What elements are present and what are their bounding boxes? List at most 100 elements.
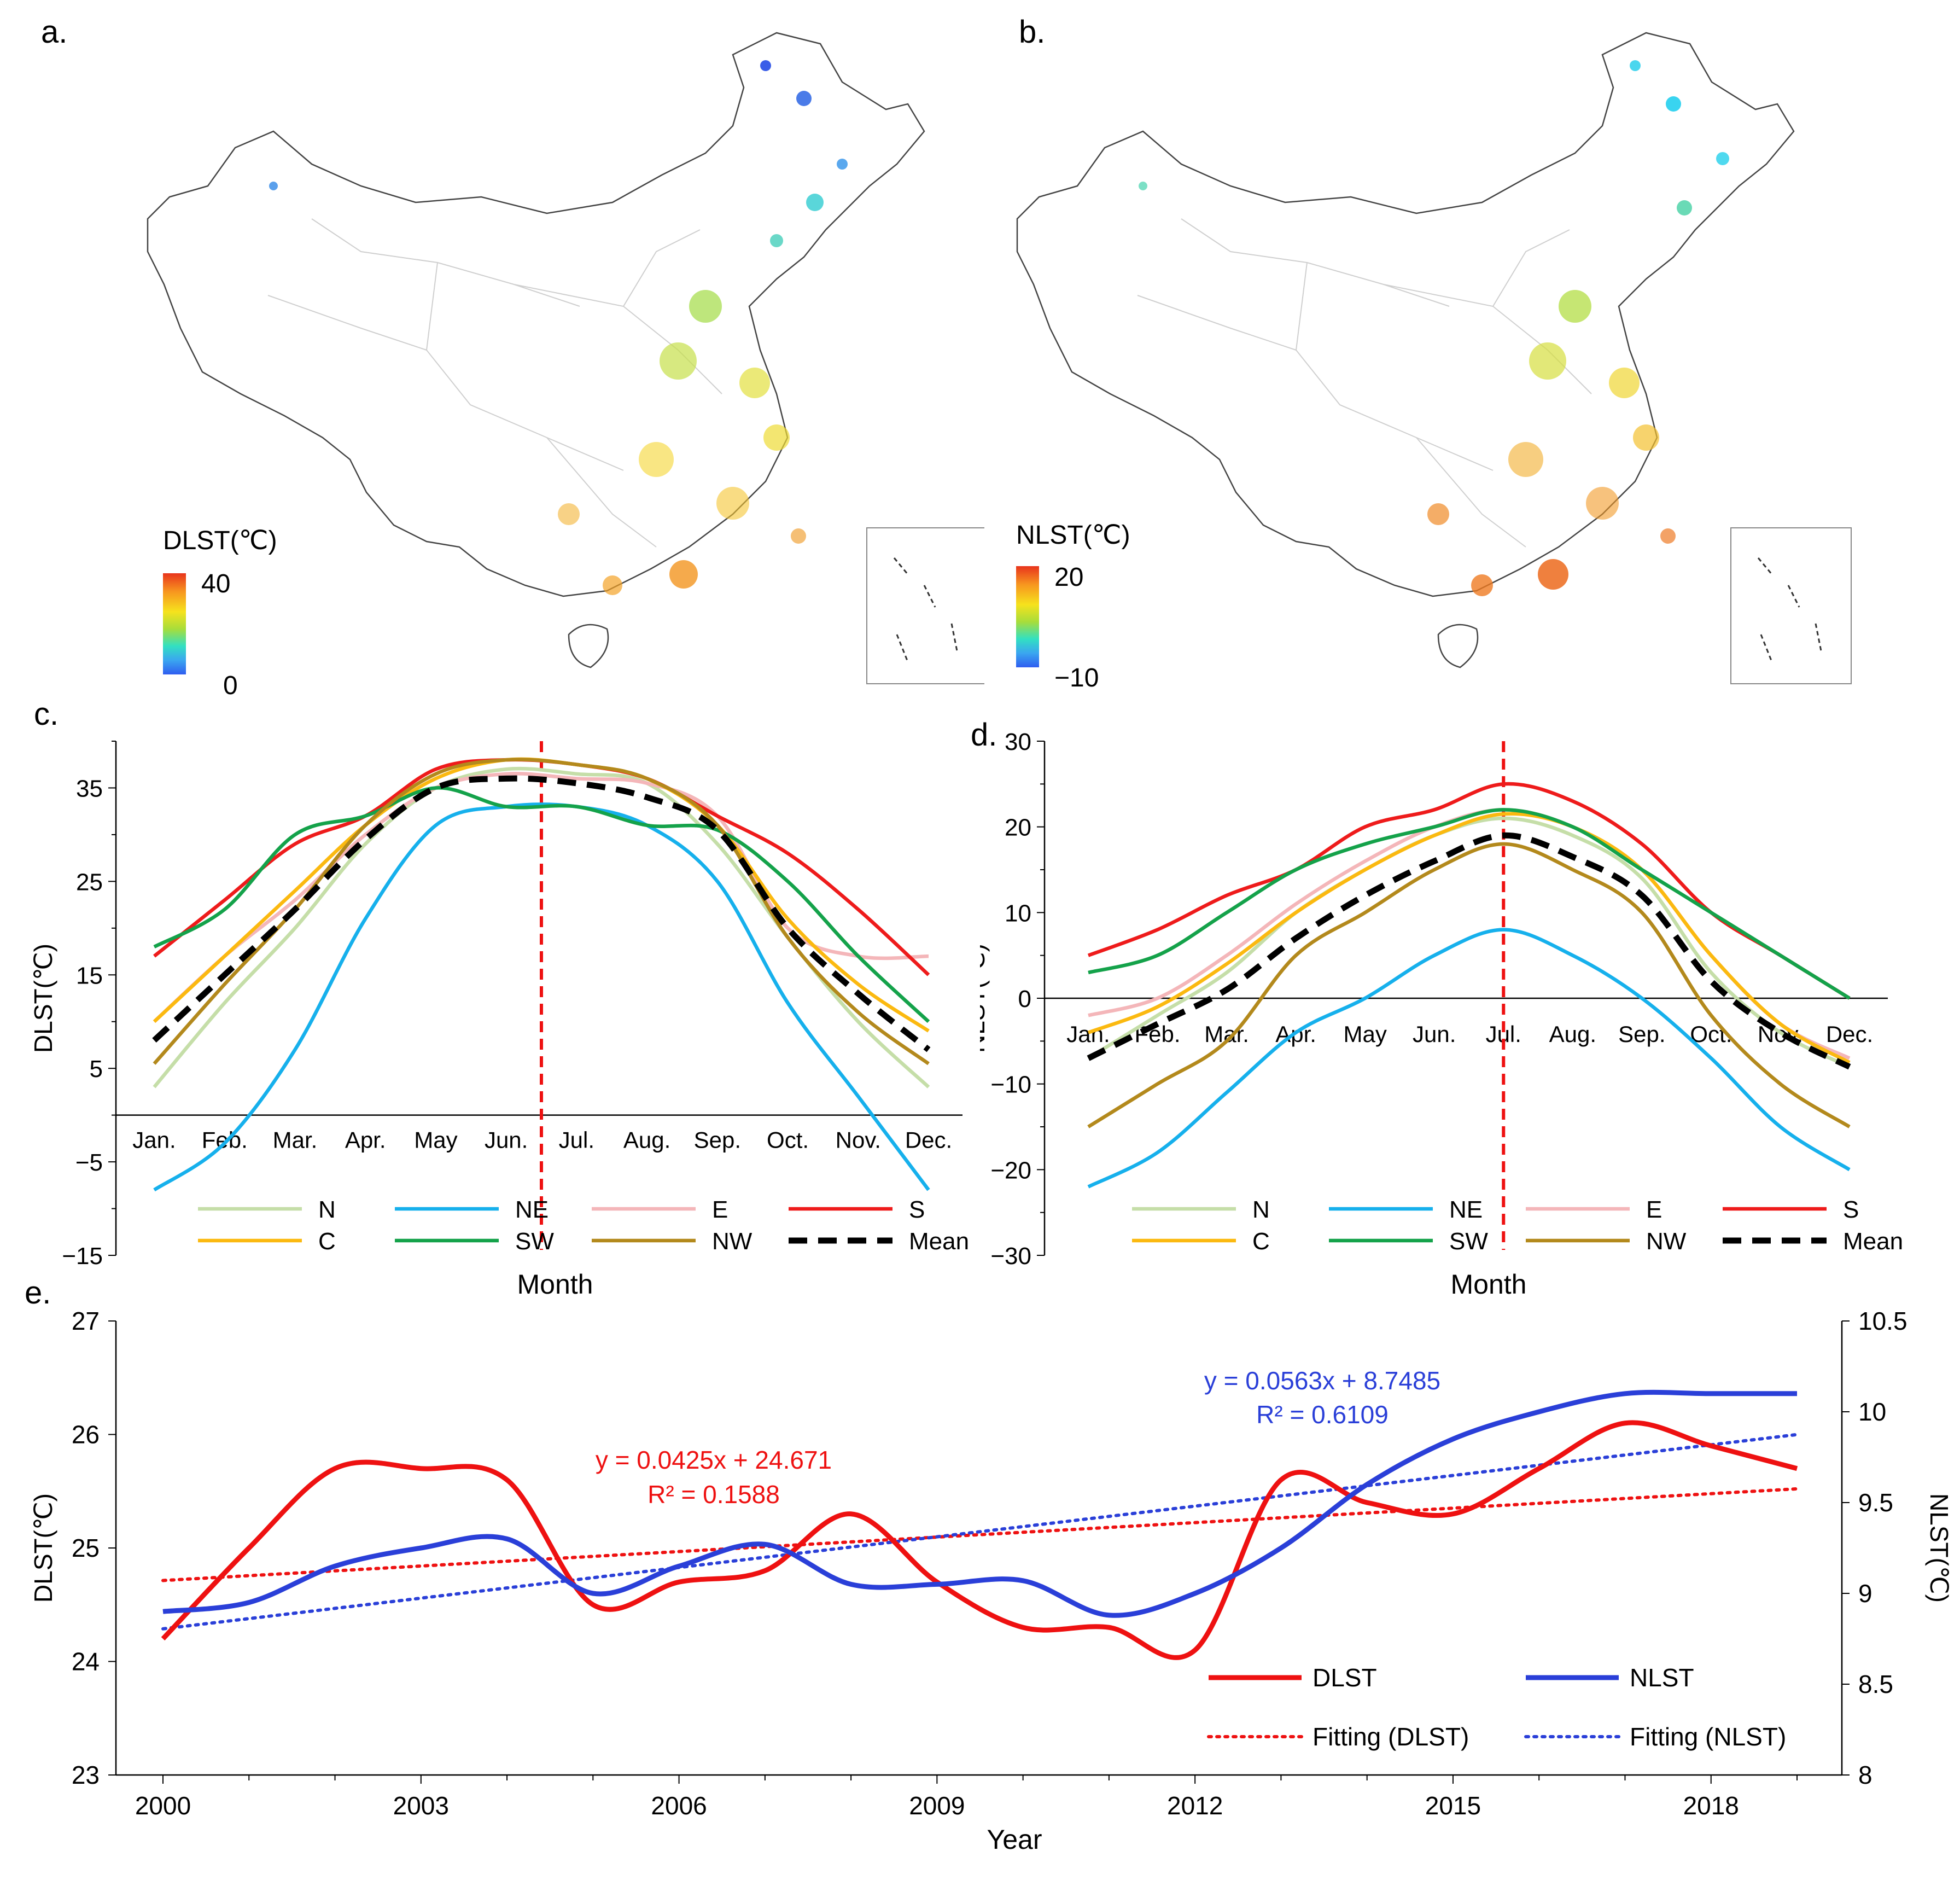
right-y-tick-label: 9 (1858, 1579, 1872, 1608)
series-line-nlst (162, 1389, 1797, 1618)
series-line-c (1087, 812, 1851, 1064)
left-y-axis-label: DLST(℃) (29, 1493, 57, 1603)
right-y-tick-label: 9.5 (1858, 1488, 1893, 1517)
legend-label-e: E (1646, 1196, 1662, 1223)
x-tick-label: Jan. (132, 1127, 176, 1153)
colorbar-b (1016, 566, 1039, 667)
x-tick-label: 2012 (1167, 1791, 1223, 1820)
left-y-tick-label: 23 (72, 1761, 100, 1789)
series-line-ne (1087, 928, 1851, 1189)
legend-label-mean: Mean (909, 1228, 969, 1255)
legend-label-mean: Mean (1843, 1228, 1903, 1255)
x-tick-label: 2009 (909, 1791, 965, 1820)
china-outline (147, 32, 925, 668)
x-tick-label: Feb. (202, 1127, 248, 1153)
colorbar-a (163, 573, 186, 674)
south-china-sea-inset (866, 527, 988, 684)
panel-letter-e: e. (25, 1275, 51, 1311)
legend-label-n: N (318, 1196, 336, 1223)
legend-label-sw: SW (1449, 1228, 1488, 1255)
colorbar-title-b: NLST(℃) (1016, 521, 1130, 550)
series-line-e (153, 772, 929, 1023)
y-axis-label: DLST(℃) (29, 944, 57, 1053)
x-tick-label: Sep. (1618, 1021, 1665, 1047)
left-y-tick-label: 24 (72, 1648, 100, 1676)
x-tick-label: 2000 (135, 1791, 191, 1820)
x-tick-label: Oct. (767, 1127, 809, 1153)
colorbar-min-a: 0 (223, 671, 238, 700)
fit-equation-nlst: y = 0.0563x + 8.7485 (1204, 1366, 1440, 1395)
fit-line-nlst (161, 1433, 1799, 1631)
right-y-tick-label: 10.5 (1858, 1307, 1908, 1335)
left-y-tick-label: 26 (72, 1421, 100, 1449)
x-tick-label: Nov. (836, 1127, 881, 1153)
fit-r2-dlst: R² = 0.1588 (648, 1480, 780, 1509)
panel-letter-c: c. (34, 696, 59, 732)
legend-label-fitting-nlst: Fitting (NLST) (1630, 1722, 1786, 1751)
y-tick-label: 10 (1005, 900, 1031, 927)
y-tick-label: 30 (1005, 729, 1031, 755)
y-axis-label: NLST(℃) (980, 944, 990, 1053)
y-tick-label: 20 (1005, 814, 1031, 841)
series-line-mean (152, 775, 931, 1052)
x-tick-label: Jul. (559, 1127, 594, 1153)
left-y-tick-label: 27 (72, 1307, 100, 1335)
legend-label-sw: SW (515, 1228, 554, 1255)
series-line-ne (153, 802, 930, 1192)
legend-label-s: S (1843, 1196, 1859, 1223)
y-tick-label: −5 (75, 1149, 103, 1176)
x-tick-label: Aug. (623, 1127, 670, 1153)
y-tick-label: −15 (62, 1243, 103, 1270)
series-line-sw (1088, 808, 1851, 1000)
x-tick-label: Jan. (1066, 1021, 1110, 1047)
legend-label-fitting-dlst: Fitting (DLST) (1312, 1722, 1469, 1751)
y-tick-label: −30 (990, 1243, 1031, 1270)
y-tick-label: 0 (1018, 986, 1031, 1012)
legend-label-s: S (909, 1196, 925, 1223)
chart-e: 23 24 25 26 27 8 8.5 9 9.5 10 10.5 2000 2003 2006 2009… (29, 1307, 1953, 1855)
china-outline (1016, 32, 1795, 668)
panel-letter-b: b. (1019, 14, 1046, 50)
legend-label-c: C (318, 1228, 336, 1255)
lst-pixels (269, 60, 848, 595)
colorbar-max-b: 20 (1054, 563, 1084, 592)
y-tick-label: 5 (90, 1056, 103, 1082)
south-china-sea-inset (1730, 527, 1852, 684)
x-tick-label: 2006 (651, 1791, 707, 1820)
x-axis-label: Month (517, 1269, 593, 1300)
y-tick-label: −10 (990, 1072, 1031, 1098)
fit-line-dlst (161, 1487, 1799, 1582)
panel-letter-d: d. (971, 717, 998, 753)
legend-label-nlst: NLST (1630, 1663, 1694, 1692)
x-tick-label: 2018 (1683, 1791, 1739, 1820)
x-tick-label: Jun. (1413, 1021, 1456, 1047)
panel-letter-a: a. (41, 14, 68, 50)
left-y-tick-label: 25 (72, 1534, 100, 1562)
x-tick-label: Sep. (694, 1127, 741, 1153)
series-line-n (1087, 816, 1851, 1069)
legend-label-e: E (712, 1196, 728, 1223)
x-tick-label: 2003 (393, 1791, 449, 1820)
x-tick-label: May (1344, 1021, 1387, 1047)
y-tick-label: 15 (76, 962, 103, 989)
x-tick-label: May (414, 1127, 457, 1153)
x-tick-label: Aug. (1549, 1021, 1596, 1047)
x-tick-label: 2015 (1425, 1791, 1481, 1820)
legend-label-ne: NE (515, 1196, 549, 1223)
legend-label-n: N (1252, 1196, 1270, 1223)
colorbar-title-a: DLST(℃) (163, 526, 277, 555)
x-tick-label: Dec. (905, 1127, 952, 1153)
series-line-nw (153, 758, 930, 1066)
legend-label-ne: NE (1449, 1196, 1483, 1223)
chart-c: −15 −5 5 15 25 35 Jan. Feb. Mar. Apr. May Jun. Jul. A… (29, 741, 969, 1300)
lst-pixels (1139, 60, 1729, 596)
series-line-mean (1087, 832, 1851, 1070)
x-tick-label: Dec. (1826, 1021, 1873, 1047)
series-line-nw (1087, 842, 1851, 1128)
legend-label-nw: NW (712, 1228, 752, 1255)
x-tick-label: Apr. (345, 1127, 386, 1153)
fit-r2-nlst: R² = 0.6109 (1256, 1400, 1389, 1429)
legend-label-dlst: DLST (1312, 1663, 1377, 1692)
colorbar-max-a: 40 (201, 569, 231, 598)
